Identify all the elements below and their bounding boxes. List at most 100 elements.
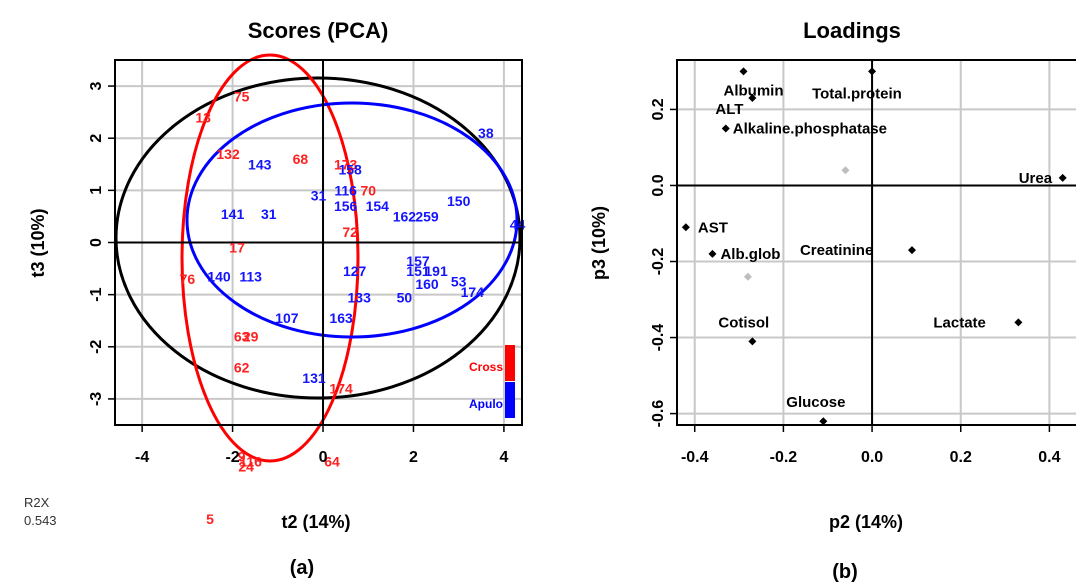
score-point-apulo: 157	[406, 253, 430, 269]
score-point-cross: 5	[206, 511, 214, 527]
scores-x-tick-label: -4	[135, 449, 149, 466]
score-point-apulo: 191	[424, 263, 448, 279]
score-point-cross: 68	[293, 151, 309, 167]
caption-a: (a)	[290, 557, 314, 579]
score-point-cross: 132	[216, 146, 240, 162]
loadings-panel: Loadings ALT Total.protein Albumin Alkaline…	[589, 18, 1076, 583]
ellipse-outer	[114, 76, 522, 400]
score-point-cross: 174	[329, 381, 353, 397]
scores-x-tick-label: -2	[225, 449, 239, 466]
score-point-apulo: 31	[261, 206, 277, 222]
loading-point-label: AST	[698, 219, 728, 236]
loading-point-label: Urea	[1019, 170, 1053, 187]
scores-y-tick-label: 2	[88, 134, 105, 143]
score-point-apulo: 44	[510, 216, 526, 232]
legend-swatch-apulo	[505, 382, 515, 418]
score-point-cross: 24	[238, 459, 254, 475]
score-point-cross: 29	[243, 328, 259, 344]
loadings-x-ticks: -0.4 -0.2 0.0 0.2 0.4	[681, 425, 1061, 466]
score-point-apulo: 174	[461, 284, 485, 300]
loadings-x-axis-label: p2 (14%)	[829, 512, 903, 532]
score-point-cross: 75	[234, 89, 250, 105]
loading-point-marker	[681, 223, 690, 232]
scores-ellipses	[114, 53, 522, 463]
scores-y-tick-label: -3	[88, 392, 105, 406]
score-point-cross: 9	[238, 448, 246, 464]
scores-x-axis-label: t2 (14%)	[281, 512, 350, 532]
scores-legend: Cross Apulo	[469, 345, 515, 418]
score-point-cross: 17	[229, 240, 245, 256]
score-point-cross: 72	[342, 224, 358, 240]
scores-y-tick-label: 3	[88, 82, 105, 91]
score-point-apulo: 116	[334, 182, 357, 198]
loadings-y-axis-label: p3 (10%)	[589, 206, 609, 280]
loadings-x-tick-label: -0.2	[770, 449, 798, 466]
r2x-label: R2X	[24, 495, 50, 510]
score-point-apulo: 38	[478, 125, 494, 141]
scores-y-tick-label: 0	[88, 238, 105, 247]
scores-y-tick-label: -2	[88, 340, 105, 354]
loading-point-marker	[748, 94, 757, 103]
score-point-apulo: 140	[207, 268, 231, 284]
loading-point-label: Lactate	[933, 314, 986, 331]
scores-y-ticks: -3 -2 -1 0 1 2 3	[88, 82, 115, 406]
loading-point-label: Creatinine	[800, 242, 873, 259]
scores-y-tick-label: -1	[88, 287, 105, 301]
loading-grey-marker	[841, 166, 850, 175]
loadings-points: ALT Total.protein Albumin Alkaline.phosphat…	[681, 67, 1067, 426]
score-point-apulo: 154	[366, 198, 390, 214]
loading-point-label: Cotisol	[718, 314, 769, 331]
score-point-apulo: 127	[343, 263, 367, 279]
score-point-apulo: 131	[302, 370, 326, 386]
scores-title: Scores (PCA)	[248, 18, 389, 43]
loading-point-label: Total.protein	[812, 85, 902, 102]
score-point-apulo: 156	[334, 198, 358, 214]
score-point-cross: 173	[334, 156, 358, 172]
score-point-apulo: 53	[451, 274, 467, 290]
legend-label-cross: Cross	[469, 360, 503, 374]
loadings-x-tick-label: 0.2	[950, 449, 972, 466]
scores-y-tick-label: 1	[88, 186, 105, 195]
loadings-y-ticks: -0.6 -0.4 -0.2 0.0 0.2	[650, 98, 677, 427]
scores-zero-axes	[115, 60, 522, 425]
loading-point-marker	[868, 67, 877, 76]
score-point-apulo: 151	[406, 263, 430, 279]
caption-b: (b)	[832, 561, 858, 583]
score-point-apulo: 158	[338, 162, 362, 178]
loading-point-marker	[721, 124, 730, 133]
score-point-apulo: 162	[393, 208, 417, 224]
score-point-cross: 13	[195, 109, 211, 125]
score-point-cross: 70	[360, 182, 376, 198]
loading-grey-marker	[743, 272, 752, 281]
r2x-value: 0.543	[24, 513, 57, 528]
score-point-cross: 62	[234, 360, 250, 376]
score-point-apulo: 160	[415, 276, 439, 292]
loading-point-marker	[819, 417, 828, 426]
loadings-x-tick-label: 0.4	[1038, 449, 1060, 466]
loadings-y-tick-label: 0.2	[650, 98, 667, 120]
score-point-cross: 76	[180, 271, 196, 287]
loading-point-label: Glucose	[786, 394, 845, 411]
score-point-apulo: 141	[221, 206, 245, 222]
loading-point-marker	[748, 337, 757, 346]
score-point-apulo: 143	[248, 156, 272, 172]
loadings-y-tick-label: -0.6	[650, 400, 667, 428]
score-point-cross: 64	[324, 454, 340, 470]
score-point-apulo: 259	[415, 208, 439, 224]
score-point-apulo: 50	[397, 289, 413, 305]
loading-point-marker	[1058, 173, 1067, 182]
scores-x-tick-label: 0	[319, 449, 328, 466]
scores-x-tick-label: 2	[409, 449, 418, 466]
loadings-y-tick-label: -0.4	[650, 324, 667, 352]
score-point-apulo: 107	[275, 310, 299, 326]
loading-point-label: Alb.glob	[720, 246, 780, 263]
score-point-apulo: 163	[329, 310, 353, 326]
scores-x-tick-label: 4	[499, 449, 508, 466]
loadings-y-tick-label: 0.0	[650, 174, 667, 196]
legend-swatch-cross	[505, 345, 515, 381]
score-point-apulo: 113	[239, 268, 262, 284]
score-point-cross: 116	[239, 454, 262, 470]
loading-point-label: Albumin	[724, 82, 784, 99]
